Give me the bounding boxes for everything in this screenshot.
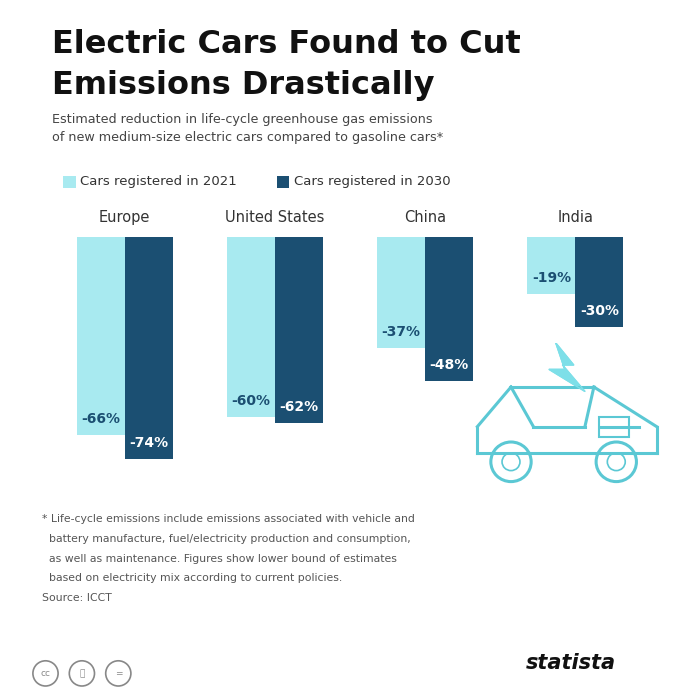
Text: statista: statista [526, 653, 616, 673]
Text: Source: ICCT: Source: ICCT [42, 593, 112, 603]
Text: ⓘ: ⓘ [79, 669, 85, 678]
Bar [527, 237, 575, 293]
Text: China: China [404, 209, 446, 225]
Bar [125, 237, 173, 458]
Text: cc: cc [41, 669, 50, 678]
Text: India: India [557, 209, 594, 225]
Text: -74%: -74% [129, 435, 168, 449]
Text: as well as maintenance. Figures show lower bound of estimates: as well as maintenance. Figures show low… [42, 554, 397, 564]
Text: Estimated reduction in life-cycle greenhouse gas emissions
of new medium-size el: Estimated reduction in life-cycle greenh… [52, 113, 444, 144]
Text: United States: United States [225, 209, 325, 225]
Bar [275, 237, 323, 423]
Text: -48%: -48% [430, 358, 469, 372]
Text: -66%: -66% [81, 412, 120, 426]
Text: Cars registered in 2030: Cars registered in 2030 [294, 176, 451, 188]
Text: Electric Cars Found to Cut: Electric Cars Found to Cut [52, 29, 522, 60]
Text: Cars registered in 2021: Cars registered in 2021 [80, 176, 237, 188]
Text: -62%: -62% [279, 400, 318, 414]
Text: -60%: -60% [231, 393, 270, 407]
Text: * Life-cycle emissions include emissions associated with vehicle and: * Life-cycle emissions include emissions… [42, 514, 415, 524]
Text: =: = [115, 669, 122, 678]
Text: -30%: -30% [580, 304, 619, 318]
Text: -19%: -19% [532, 270, 571, 284]
Bar [377, 237, 425, 347]
Bar [425, 237, 473, 381]
Text: -37%: -37% [382, 325, 421, 339]
Bar [575, 237, 624, 326]
Polygon shape [549, 343, 585, 391]
Text: Emissions Drastically: Emissions Drastically [52, 70, 435, 101]
Text: battery manufacture, fuel/electricity production and consumption,: battery manufacture, fuel/electricity pr… [42, 534, 411, 544]
Text: based on electricity mix according to current policies.: based on electricity mix according to cu… [42, 573, 342, 583]
Bar [227, 237, 275, 416]
Bar [76, 237, 125, 435]
Text: Europe: Europe [99, 209, 150, 225]
